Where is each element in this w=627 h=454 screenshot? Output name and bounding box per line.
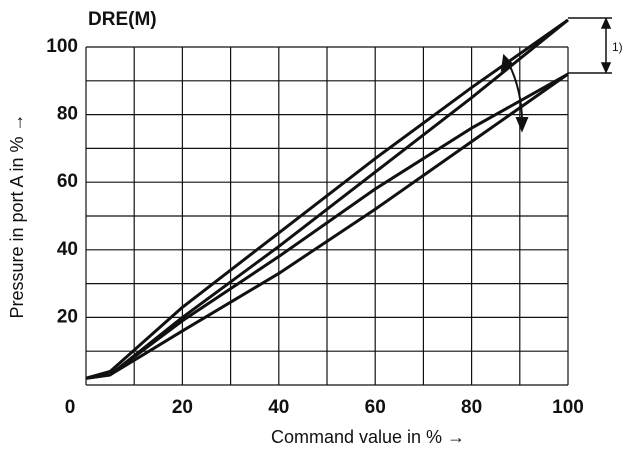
chart-title: DRE(M) [88, 9, 157, 30]
x-tick-label: 80 [461, 397, 482, 418]
curve [85, 72, 569, 380]
x-tick-label: 20 [172, 397, 193, 418]
x-tick-label: 60 [365, 397, 386, 418]
annotation: 1) [612, 40, 623, 54]
x-tick-label: 0 [65, 397, 76, 418]
y-tick-label: 80 [57, 104, 78, 125]
curve [85, 18, 569, 380]
bracket [568, 17, 612, 74]
y-tick-label: 100 [46, 36, 78, 57]
y-axis-label: Pressure in port A in % → [7, 113, 27, 318]
x-tick-label: 100 [552, 397, 584, 418]
x-tick-label: 40 [268, 397, 289, 418]
x-axis-label: Command value in % → [271, 427, 465, 447]
y-tick-label: 40 [57, 239, 78, 260]
y-tick-label: 60 [57, 171, 78, 192]
y-tick-label: 20 [57, 306, 78, 327]
